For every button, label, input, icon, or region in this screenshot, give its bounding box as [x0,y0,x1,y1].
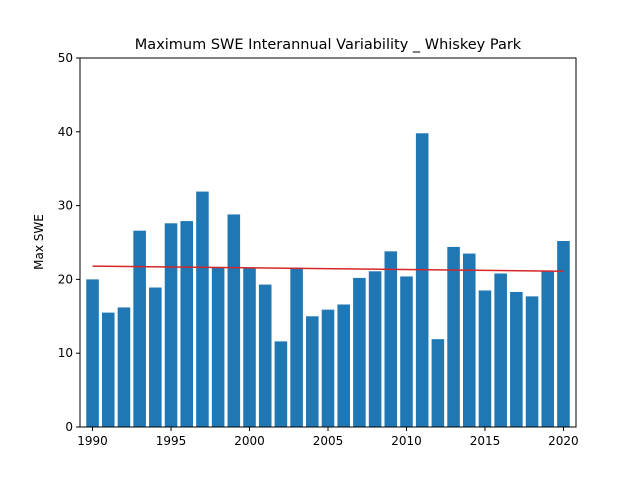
bar-1998 [211,267,225,427]
x-tick-label-2020: 2020 [548,434,579,448]
bar-1996 [180,221,194,427]
bar-2003 [290,267,303,427]
bar-1990 [86,279,99,427]
bar-1995 [164,223,178,427]
bars-group [86,133,570,427]
bar-2006 [337,304,350,427]
bar-2020 [557,241,570,427]
trend-line [92,265,564,273]
bar-2005 [321,309,335,427]
x-tick-label-2015: 2015 [470,434,501,448]
x-tick-label-1990: 1990 [77,434,108,448]
bar-1999 [227,214,241,427]
x-tick-label-2005: 2005 [313,434,344,448]
y-tick-label-40: 40 [58,125,73,139]
bar-2018 [525,296,539,427]
y-tick-label-50: 50 [58,51,73,65]
y-tick-label-30: 30 [58,199,73,213]
bar-1993 [133,230,146,427]
bar-2009 [384,251,398,427]
trend-group [92,265,564,273]
y-tick-label-10: 10 [58,346,73,360]
x-tick-label-2010: 2010 [391,434,422,448]
bar-2013 [447,246,460,427]
y-axis: 0 10 20 30 40 50 [58,51,80,434]
bar-1991 [101,312,115,427]
bar-2002 [274,341,288,427]
x-tick-label-1995: 1995 [156,434,187,448]
bar-2017 [510,291,523,427]
x-axis: 1990 1995 2000 2005 2010 2015 2020 [77,427,579,448]
bar-2007 [353,277,366,427]
bar-2004 [306,316,319,427]
bar-2014 [462,253,476,427]
bar-2010 [400,276,413,427]
bar-2000 [243,267,256,427]
bar-2019 [541,271,555,427]
y-tick-label-0: 0 [65,420,73,434]
bar-2016 [494,273,507,427]
x-tick-label-2000: 2000 [234,434,265,448]
bar-2008 [368,271,382,427]
bar-2012 [431,339,445,427]
bar-1992 [117,307,131,427]
bar-2015 [478,290,492,427]
bar-2001 [258,284,272,427]
y-tick-label-20: 20 [58,272,73,286]
bar-1997 [196,191,209,427]
bar-2011 [415,133,429,427]
chart-title: Maximum SWE Interannual Variability _ Wh… [135,37,522,53]
y-axis-label: Max SWE [32,214,46,270]
bar-1994 [149,287,162,427]
